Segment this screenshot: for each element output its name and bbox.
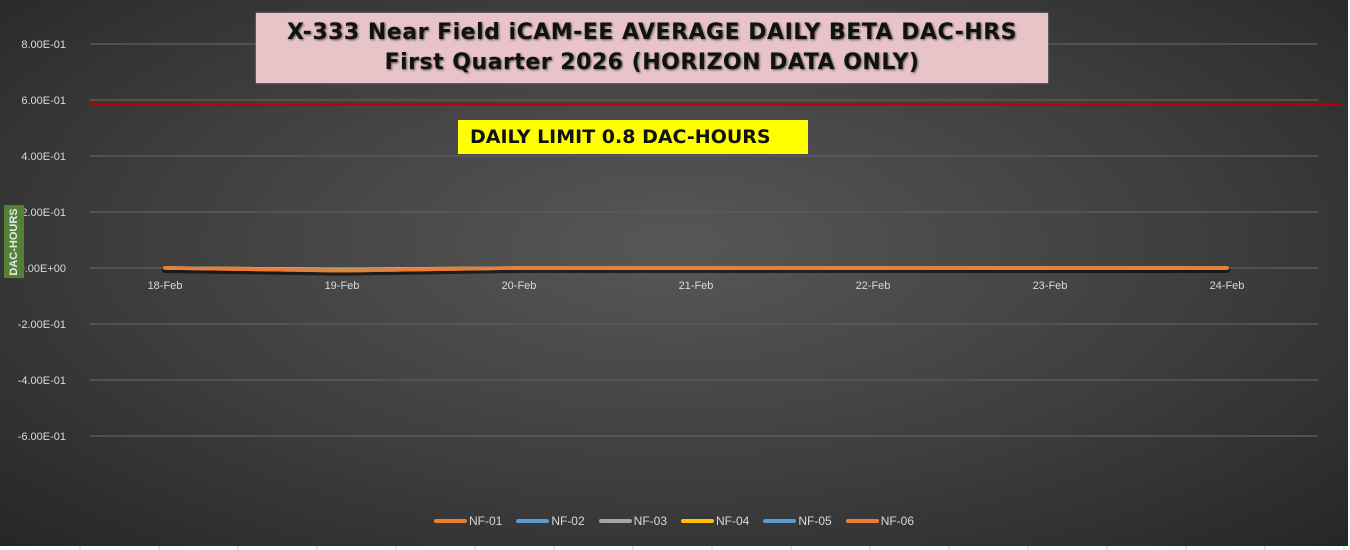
legend-item-nf-03[interactable]: NF-03 — [598, 514, 667, 528]
legend-label: NF-01 — [468, 514, 503, 528]
x-tick-label: 18-Feb — [148, 280, 183, 292]
legend-label: NF-04 — [716, 514, 750, 528]
legend-item-nf-02[interactable]: NF-02 — [516, 514, 585, 528]
x-tick-label: 20-Feb — [502, 280, 537, 292]
y-tick-label: 8.00E-01 — [21, 39, 66, 51]
legend-label: NF-05 — [798, 514, 832, 528]
y-tick-label: 2.00E-01 — [21, 207, 66, 219]
chart-title-box: X-333 Near Field iCAM-EE AVERAGE DAILY B… — [256, 13, 1048, 83]
legend-swatch — [845, 519, 879, 523]
legend-swatch — [598, 519, 632, 523]
legend-item-nf-05[interactable]: NF-05 — [763, 514, 832, 528]
y-tick-label: -2.00E-01 — [18, 319, 66, 331]
legend-label: NF-03 — [633, 514, 667, 528]
legend-item-nf-01[interactable]: NF-01 — [433, 514, 503, 528]
legend-item-nf-06[interactable]: NF-06 — [845, 514, 915, 528]
series-line-nf-06 — [163, 266, 1229, 273]
y-axis-title-text: DAC-HOURS — [8, 207, 20, 276]
legend-swatch — [516, 519, 550, 523]
chart-subtitle: First Quarter 2026 (HORIZON DATA ONLY) — [384, 50, 920, 75]
x-tick-label: 22-Feb — [856, 280, 891, 292]
x-tick-label: 23-Feb — [1033, 280, 1068, 292]
y-tick-label: -6.00E-01 — [18, 431, 66, 443]
daily-limit-annotation: DAILY LIMIT 0.8 DAC-HOURS — [458, 120, 808, 154]
series-shadow — [162, 267, 1230, 276]
y-tick-label: 4.00E-01 — [21, 151, 66, 163]
x-tick-label: 24-Feb — [1210, 280, 1245, 292]
legend-label: NF-02 — [551, 514, 585, 528]
legend-swatch — [433, 519, 467, 523]
legend-swatch — [763, 519, 797, 523]
y-tick-label: 6.00E-01 — [21, 95, 66, 107]
legend-label: NF-06 — [880, 514, 915, 528]
x-tick-label: 19-Feb — [325, 280, 360, 292]
y-axis-title: DAC-HOURS — [4, 205, 24, 278]
x-tick-label: 21-Feb — [679, 280, 714, 292]
legend: NF-01 NF-02 NF-03 NF-04 NF-05 NF-06 — [0, 514, 1348, 528]
legend-swatch — [681, 519, 714, 523]
chart-title: X-333 Near Field iCAM-EE AVERAGE DAILY B… — [287, 20, 1017, 45]
legend-item-nf-04[interactable]: NF-04 — [681, 514, 749, 528]
y-tick-label: -4.00E-01 — [18, 375, 66, 387]
y-tick-label: 0.00E+00 — [19, 263, 66, 275]
